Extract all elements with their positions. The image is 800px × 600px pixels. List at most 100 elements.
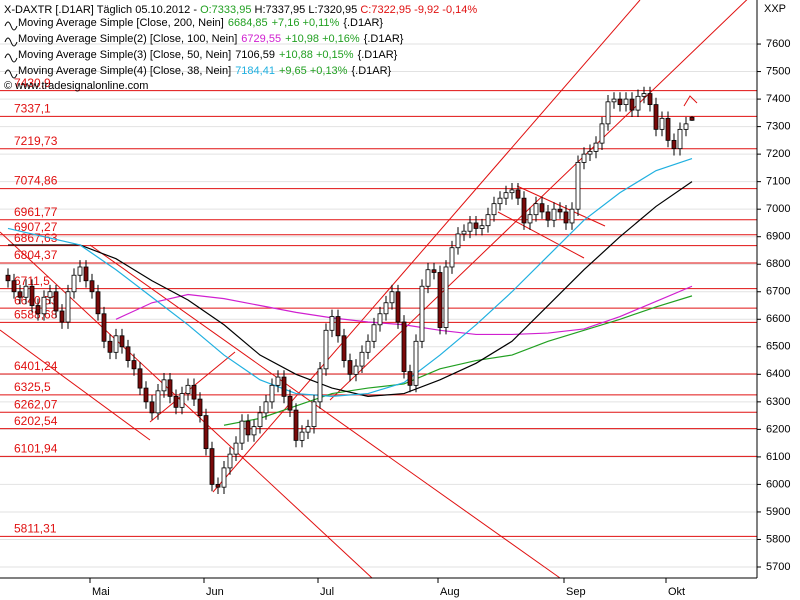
level-label: 6101,94	[14, 442, 58, 456]
channel-line	[516, 185, 606, 227]
legend-source: {.D1AR}	[343, 17, 383, 29]
level-label: 6867,63	[14, 231, 58, 245]
candle-body	[689, 116, 695, 121]
candle-body	[581, 153, 587, 163]
legend-change: +10,88 +0,15%	[279, 49, 354, 61]
candle-body	[311, 401, 317, 428]
legend-source: {.D1AR}	[358, 49, 398, 61]
candle-body	[263, 401, 269, 414]
candle-body	[239, 420, 245, 444]
y-tick-label: 6400	[766, 368, 790, 380]
y-tick-label: 7600	[766, 38, 790, 50]
candle-body	[587, 150, 593, 155]
legend: Moving Average Simple [Close, 200, Nein]…	[4, 17, 404, 79]
axis-unit: XXP	[764, 3, 786, 15]
candle-body	[119, 335, 125, 348]
level-label: 6907,27	[14, 220, 58, 234]
candle-body	[11, 280, 17, 293]
candle-body	[233, 442, 239, 455]
candle-body	[323, 329, 329, 370]
y-tick-label: 6000	[766, 478, 790, 490]
y-tick-label: 5800	[766, 533, 790, 545]
candle-body	[287, 395, 293, 411]
candle-body	[557, 208, 563, 213]
low-label: L:7320,95	[308, 4, 357, 16]
y-tick-label: 5700	[766, 561, 790, 573]
level-label: 6961,77	[14, 205, 58, 219]
y-tick-label: 6700	[766, 286, 790, 298]
channel-line	[89, 244, 561, 579]
candle-body	[161, 379, 167, 392]
candle-body	[443, 266, 449, 328]
candle-body	[41, 296, 47, 315]
legend-entry: Moving Average Simple(4) [Close, 38, Nei…	[18, 65, 392, 77]
candle-body	[377, 313, 383, 326]
level-label: 7430,9	[14, 76, 51, 90]
ma-line	[8, 181, 693, 397]
candle-body	[473, 222, 479, 229]
candle-body	[599, 123, 605, 144]
candle-body	[113, 335, 119, 353]
candle-body	[293, 409, 299, 441]
candle-body	[179, 393, 185, 408]
y-tick-label: 6600	[766, 313, 790, 325]
source-note: © www.tradesignalonline.com	[4, 80, 148, 92]
x-tick-label: Aug	[440, 586, 460, 598]
candle-body	[455, 233, 461, 249]
candle-body	[671, 139, 677, 150]
candle-body	[107, 340, 113, 353]
legend-change: +7,16 +0,11%	[272, 17, 340, 29]
candle-body	[185, 384, 191, 394]
legend-name: Moving Average Simple(3) [Close, 50, Nei…	[18, 49, 231, 61]
candle-body	[431, 269, 437, 273]
change-label: -9,92 -0,14%	[414, 4, 477, 16]
candle-body	[329, 316, 335, 331]
candle-body	[257, 412, 263, 428]
candle-body	[503, 192, 509, 199]
candle-body	[395, 291, 401, 323]
candle-body	[527, 214, 533, 224]
candle-body	[281, 376, 287, 397]
candle-body	[65, 291, 71, 323]
y-tick-label: 6300	[766, 396, 790, 408]
legend-entry: Moving Average Simple(3) [Close, 50, Nei…	[18, 49, 398, 61]
candle-body	[47, 291, 53, 298]
candle-body	[383, 302, 389, 315]
y-tick-label: 6200	[766, 423, 790, 435]
x-tick-label: Jun	[206, 586, 224, 598]
candle-body	[53, 291, 59, 312]
candle-body	[641, 93, 647, 97]
ma-line	[7, 157, 693, 397]
legend-value: 7184,41	[235, 65, 275, 77]
level-label: 6262,07	[14, 397, 58, 411]
y-tick-label: 7500	[766, 65, 790, 77]
candle-body	[653, 104, 659, 130]
moving-averages	[7, 157, 693, 426]
trend-channels	[0, 0, 748, 579]
candle-body	[209, 448, 215, 485]
candle-body	[215, 484, 221, 488]
candle-body	[35, 305, 41, 315]
candle-body	[167, 379, 173, 397]
candle-body	[425, 269, 431, 287]
candle-body	[605, 101, 611, 125]
legend-change: +9,65 +0,13%	[279, 65, 348, 77]
legend-name: Moving Average Simple(2) [Close, 100, Ne…	[18, 33, 237, 45]
candle-body	[251, 426, 257, 436]
candle-body	[359, 351, 365, 367]
candle-body	[401, 321, 407, 372]
candle-body	[89, 280, 95, 293]
candle-body	[449, 247, 455, 268]
legend-change: +10,98 +0,16%	[285, 33, 360, 45]
candle-body	[647, 93, 653, 105]
candle-body	[299, 431, 305, 441]
candle-body	[71, 274, 77, 293]
y-tick-label: 6100	[766, 451, 790, 463]
y-tick-label: 7000	[766, 203, 790, 215]
candle-body	[683, 123, 689, 130]
candle-body	[245, 420, 251, 436]
y-tick-label: 6500	[766, 341, 790, 353]
channel-line	[497, 211, 585, 259]
level-label: 7219,73	[14, 134, 58, 148]
candle-body	[593, 142, 599, 152]
